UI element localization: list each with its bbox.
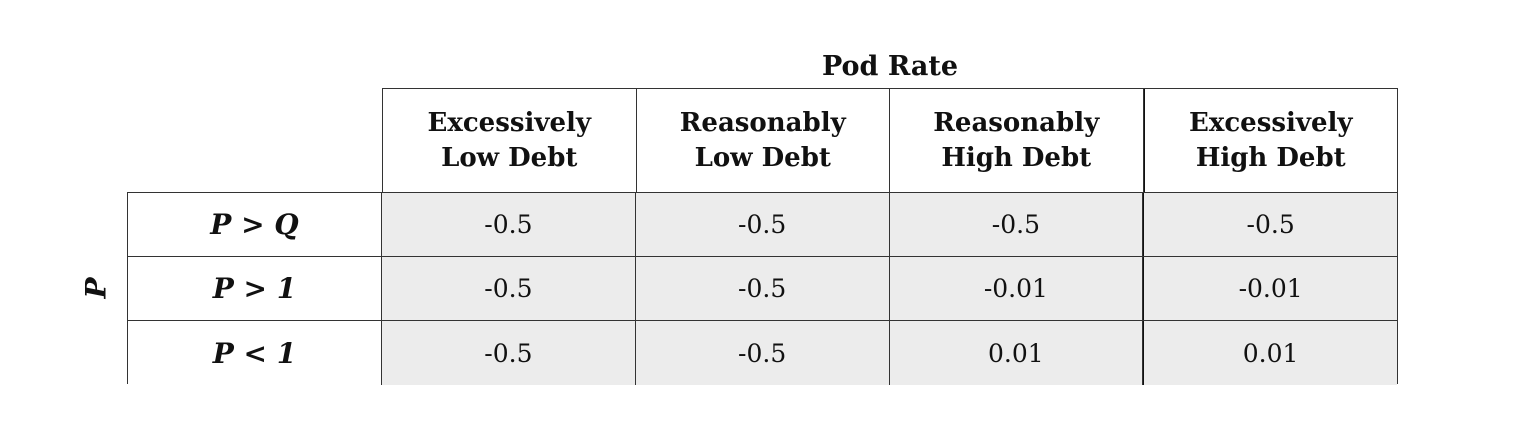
column-header: Excessively High Debt <box>1143 89 1398 192</box>
table-cell: -0.5 <box>382 321 636 385</box>
table-cell: -0.5 <box>382 257 636 320</box>
table-cell: -0.5 <box>1143 193 1397 256</box>
column-header-line: Reasonably <box>933 107 1100 138</box>
column-header-line: Low Debt <box>441 142 578 173</box>
row-label: P > Q <box>128 193 382 256</box>
row-label: P > 1 <box>128 257 382 320</box>
table-cell: -0.5 <box>635 257 890 320</box>
table-cell: -0.01 <box>1143 257 1397 320</box>
table-body: P > Q -0.5 -0.5 -0.5 -0.5 P > 1 -0.5 -0.… <box>127 192 1398 385</box>
column-header-line: High Debt <box>941 142 1092 173</box>
table-row: P > Q -0.5 -0.5 -0.5 -0.5 <box>128 193 1397 257</box>
column-header: Reasonably Low Debt <box>637 89 890 192</box>
column-group-title: Pod Rate <box>821 51 959 82</box>
table-cell: 0.01 <box>1143 321 1397 385</box>
row-group-title: P <box>66 192 126 384</box>
column-header: Excessively Low Debt <box>383 89 637 192</box>
table-row: P < 1 -0.5 -0.5 0.01 0.01 <box>128 321 1397 385</box>
table-cell: -0.5 <box>635 193 890 256</box>
table-cell: -0.01 <box>889 257 1144 320</box>
table-cell: 0.01 <box>889 321 1144 385</box>
table-cell: -0.5 <box>382 193 636 256</box>
table-row: P > 1 -0.5 -0.5 -0.01 -0.01 <box>128 257 1397 321</box>
table-cell: -0.5 <box>889 193 1144 256</box>
column-header-line: Excessively <box>1189 107 1353 138</box>
column-header: Reasonably High Debt <box>890 89 1144 192</box>
column-header-line: Reasonably <box>679 107 846 138</box>
column-header-row: Excessively Low Debt Reasonably Low Debt… <box>382 88 1398 192</box>
row-label: P < 1 <box>128 321 382 385</box>
column-header-line: High Debt <box>1195 142 1346 173</box>
row-group-title-text: P <box>79 277 113 299</box>
column-header-line: Low Debt <box>694 142 831 173</box>
table-cell: -0.5 <box>635 321 890 385</box>
column-header-line: Excessively <box>427 107 591 138</box>
